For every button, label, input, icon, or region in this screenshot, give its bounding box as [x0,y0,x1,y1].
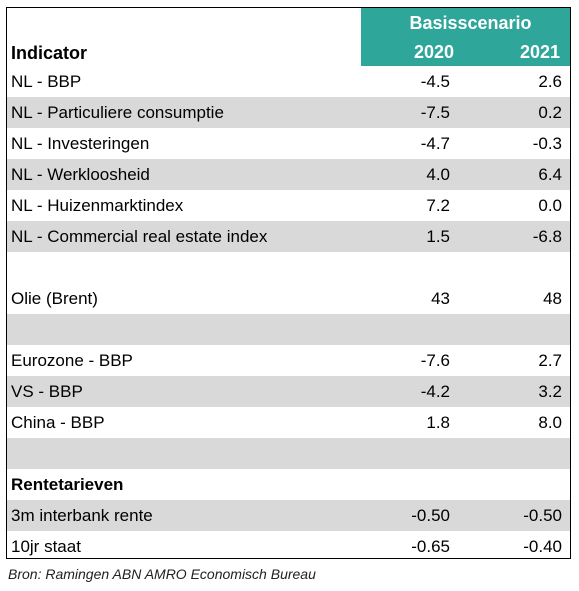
row-label: NL - BBP [11,71,82,91]
value-2021 [464,252,570,283]
value-2021: 2.6 [538,71,562,91]
row-label: 3m interbank rente [7,500,361,531]
row-label [7,252,361,283]
row-label: NL - Commercial real estate index [7,221,361,252]
indicator-header: Indicator [11,43,88,63]
value-2021: 48 [543,288,562,308]
value-2021: 2.7 [538,350,562,370]
scenario-table-frame: Indicator Basisscenario 2020 2021 NL - B… [6,7,571,559]
value-2020: -4.5 [420,71,450,91]
scenario-header: Basisscenario [361,8,570,38]
value-2021: 0.0 [538,195,562,215]
value-2020: 43 [431,288,450,308]
value-2020 [361,469,464,500]
row-label: NL - Werkloosheid [7,159,361,190]
value-2021 [464,438,570,469]
value-2021: -0.40 [523,536,562,556]
value-2020 [361,252,464,283]
row-label: Olie (Brent) [11,288,98,308]
value-2020: 1.5 [361,221,464,252]
row-label: NL - Investeringen [11,133,150,153]
value-2020: 4.0 [361,159,464,190]
year-2020-header: 2020 [361,38,464,66]
value-2020: 7.2 [426,195,450,215]
year-2021-header: 2021 [464,38,570,66]
row-label: NL - Particuliere consumptie [7,97,361,128]
row-label [7,314,361,345]
value-2020: -7.6 [420,350,450,370]
value-2020 [361,438,464,469]
value-2020: -0.50 [361,500,464,531]
value-2021: -0.3 [532,133,562,153]
row-label: China - BBP [11,412,105,432]
value-2021: -0.50 [464,500,570,531]
value-2021: 8.0 [538,412,562,432]
value-2021: 0.2 [464,97,570,128]
row-label: VS - BBP [7,376,361,407]
value-2021: 6.4 [464,159,570,190]
scenario-table: Indicator Basisscenario 2020 2021 NL - B… [7,8,570,562]
value-2021 [464,469,570,500]
row-label: 10jr staat [11,536,81,556]
row-label [7,438,361,469]
value-2021 [464,314,570,345]
value-2020: -0.65 [411,536,450,556]
row-label: NL - Huizenmarktindex [11,195,184,215]
source-note: Bron: Ramingen ABN AMRO Economisch Burea… [8,566,316,582]
value-2021: -6.8 [464,221,570,252]
value-2021: 3.2 [464,376,570,407]
section-label: Rentetarieven [11,474,124,494]
value-2020: 1.8 [426,412,450,432]
row-label: Eurozone - BBP [11,350,133,370]
value-2020: -7.5 [361,97,464,128]
value-2020: -4.2 [361,376,464,407]
value-2020 [361,314,464,345]
value-2020: -4.7 [420,133,450,153]
